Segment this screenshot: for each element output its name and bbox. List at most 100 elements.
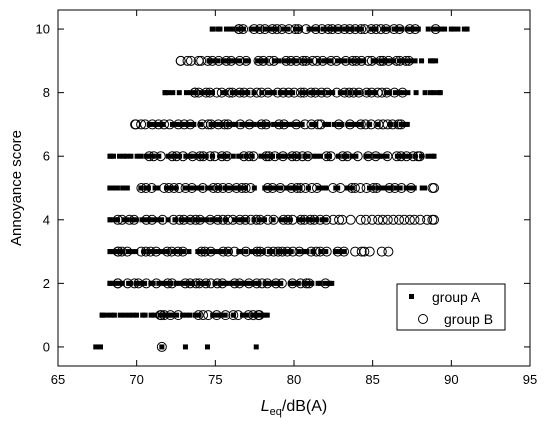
point-group-b [310, 24, 321, 35]
point-group-b [315, 119, 326, 130]
point-group-b [397, 87, 408, 98]
point-group-b [248, 310, 259, 321]
point-group-a [292, 153, 298, 159]
point-group-a [323, 185, 329, 191]
point-group-b [376, 87, 387, 98]
point-group-a [107, 153, 113, 159]
point-group-b [252, 87, 263, 98]
point-group-a [394, 26, 400, 32]
point-group-a [349, 121, 355, 127]
point-group-b [153, 119, 164, 130]
point-group-b [190, 214, 201, 225]
point-group-b [352, 151, 363, 162]
point-group-a [225, 153, 231, 159]
point-group-a [351, 58, 357, 64]
point-group-b [333, 24, 344, 35]
point-group-a [182, 185, 188, 191]
y-tick-label: 0 [43, 339, 50, 354]
point-group-a [173, 121, 179, 127]
point-group-a [262, 280, 268, 286]
point-group-a [352, 90, 358, 96]
point-group-a [243, 280, 249, 286]
point-group-b [245, 183, 256, 193]
point-group-b [233, 24, 244, 35]
point-group-a [253, 344, 259, 350]
point-group-b [371, 24, 382, 35]
point-group-a [324, 153, 330, 159]
point-group-a [308, 217, 314, 223]
point-group-a [216, 217, 222, 223]
point-group-b [180, 278, 191, 289]
point-group-a [222, 280, 228, 286]
point-group-a [183, 312, 189, 318]
point-group-b [391, 151, 402, 162]
point-group-b [155, 151, 166, 162]
point-group-b [316, 24, 327, 35]
point-group-a [199, 153, 205, 159]
point-group-b [202, 55, 213, 66]
point-group-b [173, 119, 184, 130]
point-group-a [199, 185, 205, 191]
point-group-a [300, 217, 306, 223]
point-group-a [209, 26, 215, 32]
point-group-b [414, 151, 425, 162]
point-group-b [256, 87, 267, 98]
point-group-a [115, 249, 121, 255]
point-group-b [310, 87, 321, 98]
point-group-a [107, 280, 113, 286]
point-group-b [124, 214, 135, 225]
point-group-a [187, 153, 193, 159]
point-group-a [182, 344, 188, 350]
point-group-a [295, 280, 301, 286]
point-group-a [218, 249, 224, 255]
point-group-a [271, 280, 277, 286]
point-group-a [152, 217, 158, 223]
point-group-b [155, 310, 166, 321]
point-group-b [162, 246, 173, 257]
point-group-b [204, 87, 215, 98]
point-group-a [243, 185, 249, 191]
point-group-b [270, 278, 281, 289]
point-group-a [356, 58, 362, 64]
point-group-b [201, 87, 212, 98]
point-group-b [334, 214, 345, 225]
legend-label-group-b: group B [444, 311, 493, 327]
point-group-a [186, 249, 192, 255]
point-group-b [203, 119, 214, 130]
point-group-a [419, 58, 425, 64]
point-group-a [142, 217, 148, 223]
point-group-b [147, 119, 158, 130]
point-group-b [240, 183, 251, 193]
point-group-a [243, 249, 249, 255]
point-group-b [251, 214, 262, 225]
point-group-a [413, 90, 419, 96]
point-group-b [349, 183, 360, 193]
point-group-b [234, 55, 245, 66]
point-group-b [316, 87, 327, 98]
point-group-a [415, 26, 421, 32]
point-group-a [368, 26, 374, 32]
point-group-a [270, 217, 276, 223]
point-group-b [396, 151, 407, 162]
y-tick-label: 8 [43, 85, 50, 100]
point-group-b [346, 183, 357, 193]
point-group-a [188, 90, 194, 96]
point-group-a [306, 26, 312, 32]
point-group-b [196, 55, 207, 66]
point-group-a [110, 153, 116, 159]
point-group-a [97, 344, 103, 350]
point-group-a [293, 26, 299, 32]
point-group-a [310, 249, 316, 255]
point-group-b [243, 310, 254, 321]
point-group-b [185, 55, 196, 66]
point-group-a [157, 312, 163, 318]
point-group-b [129, 214, 140, 225]
point-group-a [213, 249, 219, 255]
point-group-b [182, 55, 193, 66]
point-group-b [377, 214, 388, 225]
point-group-a [296, 153, 302, 159]
x-axis-label: Leq/dB(A) [261, 398, 328, 418]
point-group-b [140, 246, 151, 257]
point-group-b [177, 246, 188, 257]
